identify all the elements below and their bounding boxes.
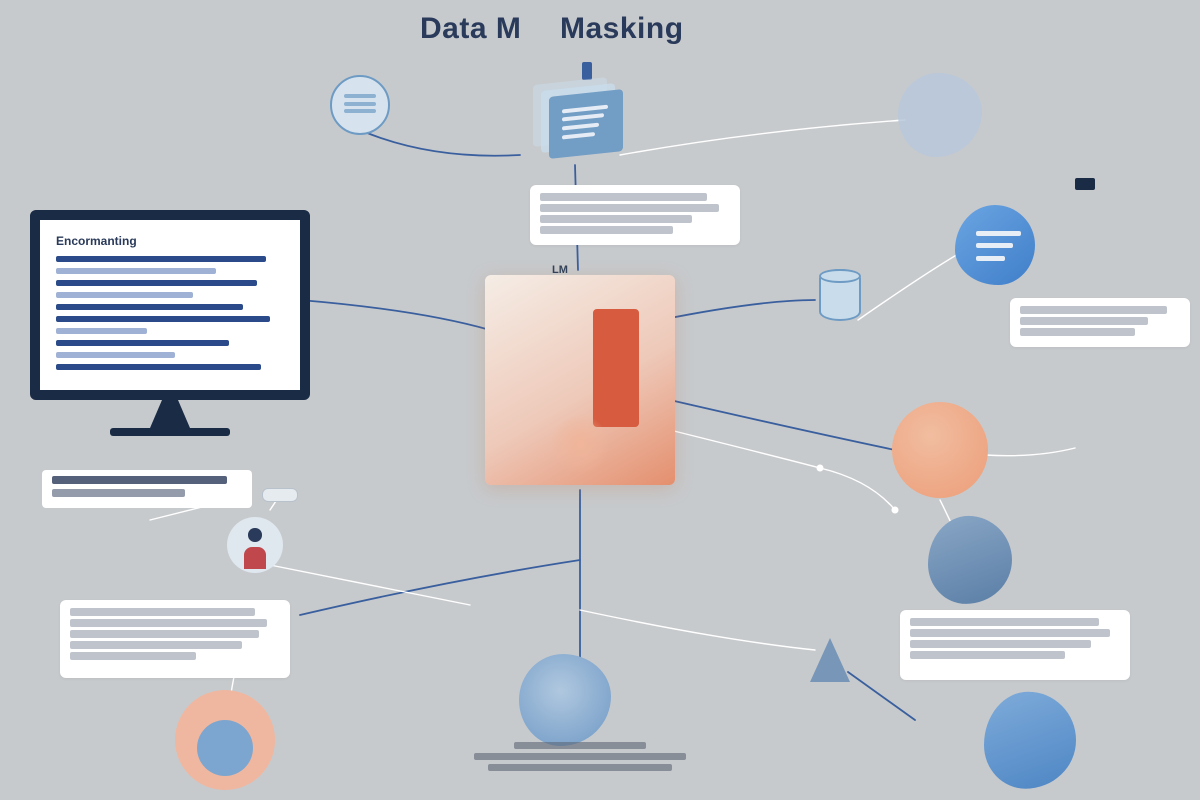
labelbox-lb-1 <box>42 470 252 508</box>
textbox-tb-bottom-right <box>900 610 1130 680</box>
node-head-2 <box>984 692 1076 789</box>
node-face-bottom-left <box>175 690 275 790</box>
page-title: Masking <box>560 12 684 46</box>
center-panel-label: LM <box>552 264 568 276</box>
node-mountain <box>810 638 850 682</box>
textbox-tb-bottom-left <box>60 600 290 678</box>
node-profile-bubble <box>955 205 1035 285</box>
node-head-1 <box>928 516 1012 604</box>
center-panel <box>485 275 675 485</box>
node-avatar-left <box>227 517 283 573</box>
node-blob-bottom <box>519 654 611 746</box>
node-top-left-bubble <box>330 75 390 135</box>
top-pin <box>582 62 592 80</box>
node-gauge <box>262 488 298 502</box>
monitor-title: Encormanting <box>56 234 284 248</box>
node-orange-circle <box>892 402 988 498</box>
node-top-doc <box>533 81 623 159</box>
monitor-icon: Encormanting <box>30 210 310 436</box>
node-top-right-blob <box>898 73 982 157</box>
bottom-caption <box>470 742 690 775</box>
node-db-icon <box>819 269 861 321</box>
textbox-tb-right <box>1010 298 1190 347</box>
textbox-tb-top <box>530 185 740 245</box>
diagram-canvas: Data M Masking Encormanting LM <box>0 0 1200 800</box>
page-title: Data M <box>420 12 521 46</box>
right-box <box>1075 178 1095 190</box>
